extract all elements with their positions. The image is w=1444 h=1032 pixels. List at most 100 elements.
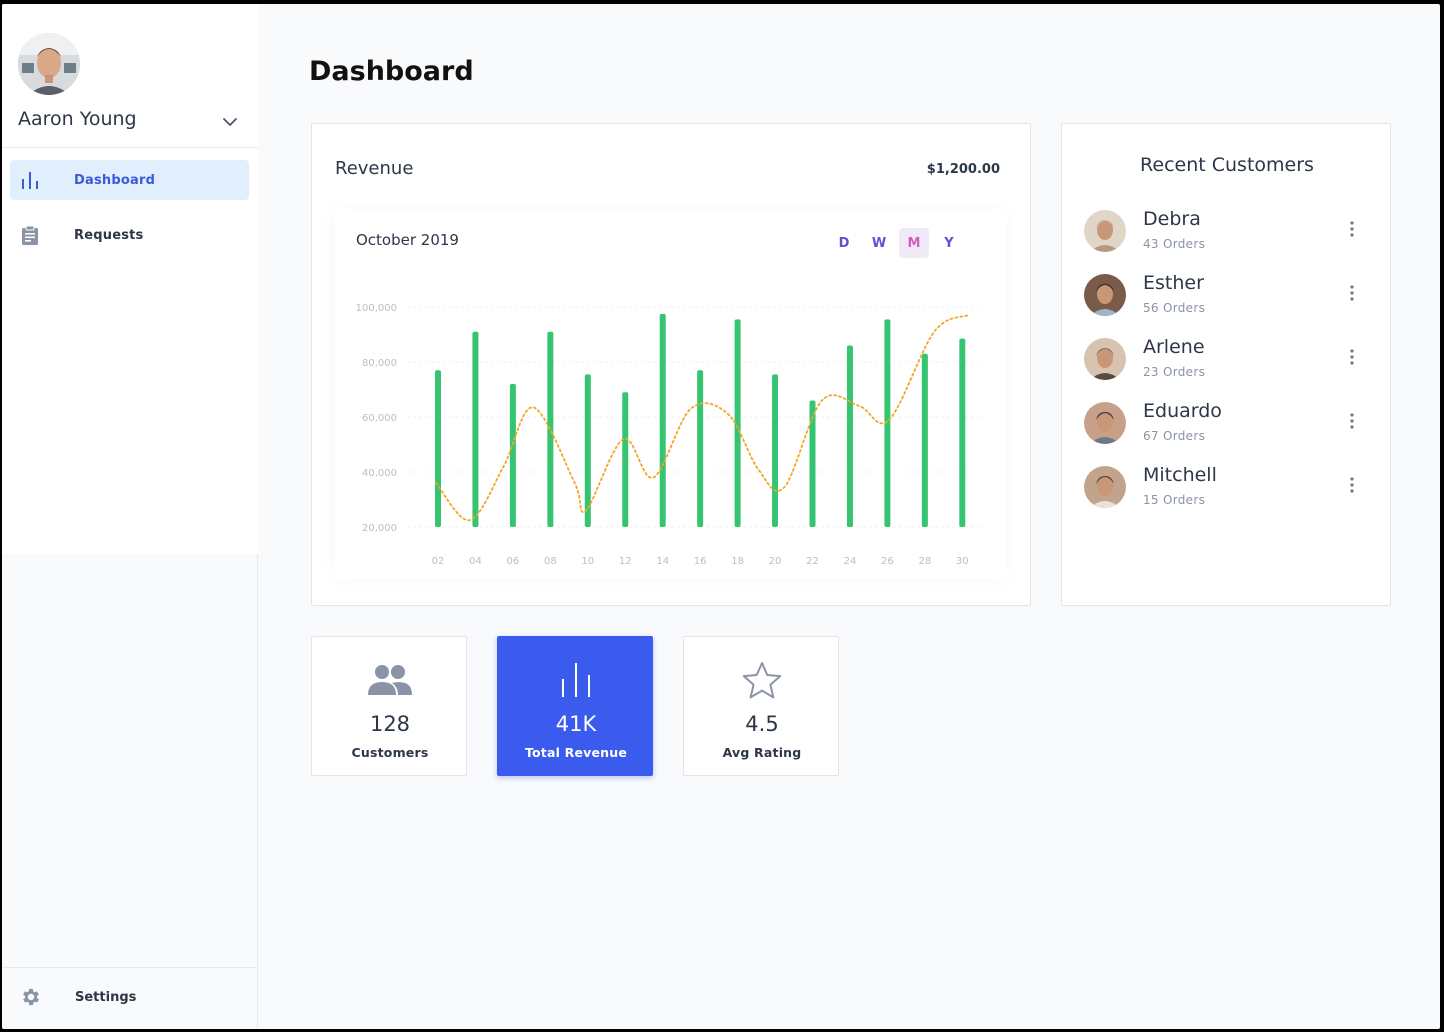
bar-chart-icon	[551, 661, 601, 701]
customer-name: Debra	[1143, 208, 1201, 230]
customer-avatar	[1084, 338, 1126, 380]
x-tick-label: 24	[844, 556, 857, 567]
revenue-amount: $1,200.00	[926, 162, 1000, 177]
customer-orders: 43 Orders	[1143, 237, 1206, 251]
stat-value: 128	[369, 712, 411, 736]
range-button-year[interactable]: Y	[944, 235, 954, 251]
y-tick-label: 40,000	[362, 468, 397, 479]
user-name[interactable]: Aaron Young	[18, 108, 137, 130]
stat-label: Total Revenue	[524, 745, 628, 760]
x-tick-label: 18	[731, 556, 744, 567]
chart-bar	[734, 319, 741, 527]
x-tick-label: 08	[544, 556, 557, 567]
chart-plot: 100,000 80,000 60,000 40,000 20,000 02 04 06 08 1…	[356, 303, 983, 567]
y-tick-label: 20,000	[362, 523, 397, 534]
chart-bar	[884, 319, 891, 527]
customer-avatar	[1084, 402, 1126, 444]
user-avatar[interactable]	[18, 33, 80, 95]
chart-bar	[809, 400, 816, 527]
sidebar-item-dashboard[interactable]: Dashboard	[10, 160, 249, 200]
y-tick-label: 80,000	[362, 358, 397, 369]
x-tick-label: 14	[656, 556, 669, 567]
stat-card-avg-rating[interactable]: 4.5 Avg Rating	[683, 636, 839, 776]
star-icon	[737, 661, 787, 701]
customer-avatar	[1084, 274, 1126, 316]
y-tick-label: 100,000	[356, 303, 397, 314]
sidebar-divider	[2, 147, 258, 148]
sidebar: Aaron Young Dashboard	[2, 4, 258, 1029]
customer-avatar	[1084, 210, 1126, 252]
page-title: Dashboard	[309, 56, 474, 87]
stat-value: 4.5	[745, 712, 779, 736]
x-tick-label: 22	[806, 556, 819, 567]
gear-icon	[20, 986, 42, 1008]
customer-orders: 56 Orders	[1143, 301, 1206, 315]
chart-bar	[622, 392, 629, 527]
chevron-down-icon[interactable]	[220, 112, 240, 132]
recent-customers-card: Recent Customers Debra 43 Orders Esther 56 …	[1061, 123, 1391, 606]
x-tick-label: 10	[581, 556, 594, 567]
sidebar-top	[2, 4, 258, 554]
range-button-month[interactable]: M	[899, 228, 929, 258]
more-vertical-icon[interactable]	[1349, 284, 1355, 302]
x-tick-label: 06	[507, 556, 520, 567]
chart-bar	[846, 345, 853, 527]
more-vertical-icon[interactable]	[1349, 348, 1355, 366]
revenue-title: Revenue	[335, 158, 414, 179]
clipboard-icon	[20, 225, 40, 245]
customer-orders: 15 Orders	[1143, 493, 1206, 507]
chart-bar	[772, 374, 779, 527]
chart-bar	[472, 331, 479, 527]
chart-bar	[959, 338, 966, 527]
app-window: Aaron Young Dashboard	[2, 4, 1440, 1029]
sidebar-item-requests[interactable]: Requests	[10, 215, 249, 255]
customer-orders: 23 Orders	[1143, 365, 1206, 379]
chart-bar	[697, 370, 704, 527]
x-tick-label: 02	[432, 556, 445, 567]
customer-row[interactable]: Eduardo 67 Orders	[1084, 400, 1374, 448]
customer-row[interactable]: Mitchell 15 Orders	[1084, 464, 1374, 512]
x-tick-label: 12	[619, 556, 632, 567]
stat-value: 41K	[555, 712, 597, 736]
customers-title: Recent Customers	[1140, 154, 1314, 176]
more-vertical-icon[interactable]	[1349, 412, 1355, 430]
bar-chart-icon	[20, 170, 40, 190]
customer-row[interactable]: Arlene 23 Orders	[1084, 336, 1374, 384]
x-tick-label: 16	[694, 556, 707, 567]
settings-label: Settings	[75, 990, 137, 1005]
y-tick-label: 60,000	[362, 413, 397, 424]
stat-card-customers[interactable]: 128 Customers	[311, 636, 467, 776]
customer-name: Arlene	[1143, 336, 1205, 358]
x-tick-label: 26	[881, 556, 894, 567]
customer-row[interactable]: Esther 56 Orders	[1084, 272, 1374, 320]
more-vertical-icon[interactable]	[1349, 476, 1355, 494]
chart-period: October 2019	[356, 231, 459, 249]
customer-name: Eduardo	[1143, 400, 1222, 422]
stat-card-total-revenue[interactable]: 41K Total Revenue	[497, 636, 653, 776]
chart-bar	[509, 384, 516, 527]
customer-name: Esther	[1143, 272, 1204, 294]
chart-bar	[921, 353, 928, 527]
sidebar-item-label: Requests	[74, 227, 144, 243]
customer-name: Mitchell	[1143, 464, 1217, 486]
users-icon	[365, 661, 415, 701]
range-button-week[interactable]: W	[871, 235, 887, 251]
x-tick-label: 20	[769, 556, 782, 567]
x-tick-label: 30	[956, 556, 969, 567]
x-tick-label: 28	[918, 556, 931, 567]
sidebar-item-settings[interactable]: Settings	[10, 980, 249, 1016]
sidebar-item-label: Dashboard	[74, 172, 156, 188]
revenue-chart: October 2019 D W M Y 100,000 80,000 60,000…	[335, 209, 1007, 579]
more-vertical-icon[interactable]	[1349, 220, 1355, 238]
customer-orders: 67 Orders	[1143, 429, 1206, 443]
sidebar-divider	[2, 967, 258, 968]
chart-bar	[435, 370, 441, 527]
chart-bar	[584, 374, 591, 527]
x-tick-label: 04	[469, 556, 482, 567]
chart-bar	[659, 313, 666, 527]
customer-avatar	[1084, 466, 1126, 508]
range-button-day[interactable]: D	[838, 235, 850, 251]
customer-row[interactable]: Debra 43 Orders	[1084, 208, 1374, 256]
revenue-card: Revenue $1,200.00 October 2019 D W M Y 1…	[311, 123, 1031, 606]
stat-label: Customers	[351, 745, 429, 760]
